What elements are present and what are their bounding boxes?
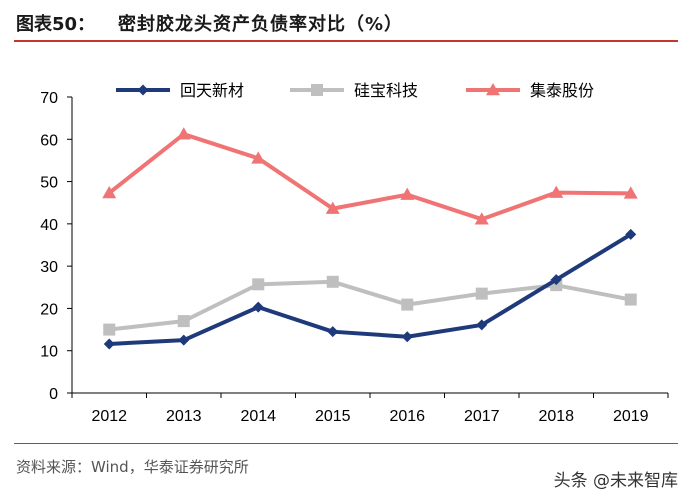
data-point-triangle — [251, 151, 266, 164]
data-point-diamond — [476, 319, 488, 331]
x-tick-label: 2018 — [538, 408, 574, 425]
data-point-triangle — [623, 186, 638, 199]
data-point-diamond — [625, 228, 637, 240]
figure-header: 图表50： 密封胶龙头资产负债率对比（%） — [0, 0, 692, 44]
data-point-triangle — [102, 185, 117, 199]
x-tick-label: 2016 — [389, 408, 425, 425]
legend-label: 硅宝科技 — [354, 82, 418, 100]
figure-label: 图表50： — [16, 14, 96, 35]
watermark: 头条 @未来智库 — [553, 471, 678, 491]
data-point-triangle — [176, 127, 191, 140]
legend-label: 回天新材 — [180, 82, 244, 100]
legend-swatch-marker — [486, 83, 500, 96]
y-tick-label: 20 — [40, 301, 58, 318]
header-divider — [14, 40, 678, 42]
data-point-square — [252, 278, 265, 291]
data-point-diamond — [178, 334, 190, 346]
data-point-square — [177, 315, 190, 328]
data-point-diamond — [327, 326, 339, 338]
data-point-square — [103, 323, 116, 336]
y-tick-label: 60 — [40, 132, 58, 149]
data-point-triangle — [549, 185, 564, 198]
footer-divider — [14, 443, 678, 444]
x-tick-label: 2019 — [613, 408, 649, 425]
data-point-triangle — [474, 212, 489, 225]
source-note: 资料来源：Wind，华泰证券研究所 — [16, 458, 249, 476]
y-tick-label: 50 — [40, 175, 58, 192]
data-point-diamond — [550, 274, 562, 286]
y-tick-label: 40 — [40, 217, 58, 234]
data-point-square — [624, 293, 637, 306]
x-tick-label: 2013 — [166, 408, 202, 425]
y-tick-label: 0 — [49, 386, 58, 403]
legend-label: 集泰股份 — [530, 82, 594, 100]
legend-swatch-marker — [311, 84, 323, 96]
x-tick-label: 2014 — [240, 408, 276, 425]
x-tick-label: 2015 — [315, 408, 351, 425]
series-line-diamond — [109, 232, 632, 346]
series-line-triangle — [108, 132, 631, 222]
data-point-triangle — [325, 201, 340, 214]
line-chart: 0 10 20 30 40 50 60 70 2012 2013 2014 2015 2016 2017 2… — [40, 82, 669, 425]
data-point-square — [326, 275, 339, 288]
data-point-square — [401, 298, 414, 311]
x-tick-label: 2012 — [91, 408, 127, 425]
data-point-diamond — [103, 338, 115, 350]
data-point-square — [475, 287, 488, 300]
data-point-diamond — [252, 301, 264, 313]
y-tick-label: 10 — [40, 344, 58, 361]
data-point-diamond — [401, 331, 413, 343]
y-tick-label: 30 — [40, 259, 58, 276]
data-point-triangle — [400, 187, 415, 200]
x-tick-label: 2017 — [464, 408, 500, 425]
y-tick-label: 70 — [40, 90, 58, 107]
legend-swatch-marker — [137, 84, 149, 96]
figure-title: 密封胶龙头资产负债率对比（%） — [118, 14, 404, 35]
